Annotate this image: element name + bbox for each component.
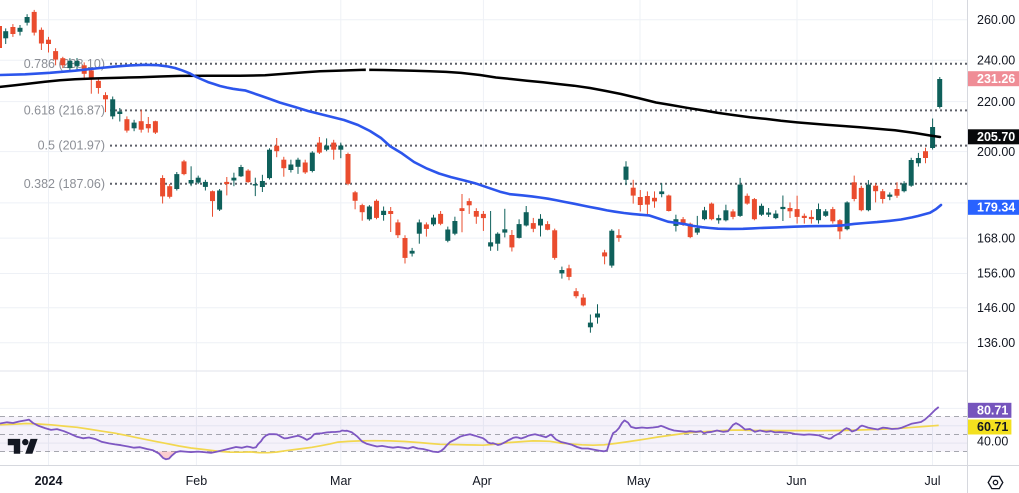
svg-text:231.26: 231.26: [977, 72, 1015, 86]
svg-text:40.00: 40.00: [977, 434, 1008, 448]
svg-text:80.71: 80.71: [977, 404, 1008, 418]
svg-text:136.00: 136.00: [977, 336, 1015, 350]
svg-text:60.71: 60.71: [977, 420, 1008, 434]
svg-text:205.70: 205.70: [977, 130, 1015, 144]
svg-text:Feb: Feb: [186, 474, 208, 488]
svg-text:May: May: [627, 474, 651, 488]
svg-text:Jul: Jul: [925, 474, 941, 488]
svg-text:179.34: 179.34: [977, 201, 1015, 215]
svg-text:0.382 (187.06): 0.382 (187.06): [24, 177, 105, 191]
svg-text:Apr: Apr: [472, 474, 491, 488]
svg-text:Mar: Mar: [330, 474, 352, 488]
svg-text:260.00: 260.00: [977, 13, 1015, 27]
svg-text:0.5 (201.97): 0.5 (201.97): [38, 139, 105, 153]
svg-text:146.00: 146.00: [977, 301, 1015, 315]
svg-text:2024: 2024: [35, 474, 63, 488]
svg-text:0.618 (216.87): 0.618 (216.87): [24, 103, 105, 117]
svg-text:Jun: Jun: [786, 474, 806, 488]
svg-text:168.00: 168.00: [977, 231, 1015, 245]
svg-text:220.00: 220.00: [977, 95, 1015, 109]
svg-text:240.00: 240.00: [977, 53, 1015, 67]
svg-text:156.00: 156.00: [977, 267, 1015, 281]
svg-text:200.00: 200.00: [977, 145, 1015, 159]
